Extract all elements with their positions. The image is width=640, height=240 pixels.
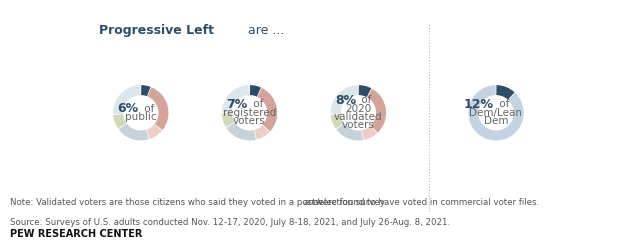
Wedge shape (148, 87, 168, 130)
Wedge shape (358, 85, 371, 97)
Wedge shape (468, 85, 524, 140)
Wedge shape (227, 123, 256, 140)
Wedge shape (254, 125, 269, 139)
Wedge shape (118, 123, 149, 140)
Text: 8%: 8% (335, 94, 356, 107)
Text: of: of (358, 95, 372, 105)
Text: registered: registered (223, 108, 276, 118)
Text: are ...: are ... (248, 24, 285, 37)
Text: voters: voters (233, 116, 266, 126)
Text: 7%: 7% (226, 98, 248, 111)
Wedge shape (496, 85, 515, 100)
Text: PEW RESEARCH CENTER: PEW RESEARCH CENTER (10, 229, 142, 239)
Text: public: public (125, 112, 157, 122)
Text: validated: validated (334, 112, 383, 122)
Text: Progressive Left: Progressive Left (99, 24, 214, 37)
Wedge shape (367, 89, 386, 133)
Text: Dem/Lean: Dem/Lean (470, 108, 522, 118)
Text: Note: Validated voters are those citizens who said they voted in a post-election: Note: Validated voters are those citizen… (10, 198, 387, 207)
Text: 2020: 2020 (345, 104, 372, 114)
Text: were found to have voted in commercial voter files.: were found to have voted in commercial v… (314, 198, 540, 207)
Wedge shape (113, 114, 126, 129)
Wedge shape (362, 126, 377, 140)
Text: voters: voters (342, 120, 375, 130)
Wedge shape (113, 85, 141, 114)
Wedge shape (257, 88, 277, 132)
Wedge shape (222, 85, 250, 113)
Text: 12%: 12% (464, 98, 494, 111)
Text: of: of (141, 104, 154, 114)
Text: and: and (303, 198, 319, 207)
Text: of: of (250, 100, 263, 109)
Wedge shape (222, 113, 234, 127)
Wedge shape (141, 85, 150, 96)
Text: Dem: Dem (484, 116, 508, 126)
Wedge shape (336, 123, 363, 140)
Wedge shape (331, 85, 358, 114)
Wedge shape (250, 85, 261, 97)
Wedge shape (147, 124, 162, 139)
Text: Source: Surveys of U.S. adults conducted Nov. 12-17, 2020, July 8-18, 2021, and : Source: Surveys of U.S. adults conducted… (10, 218, 450, 227)
Text: 6%: 6% (118, 102, 139, 115)
Text: of: of (496, 100, 509, 109)
Wedge shape (331, 114, 344, 129)
